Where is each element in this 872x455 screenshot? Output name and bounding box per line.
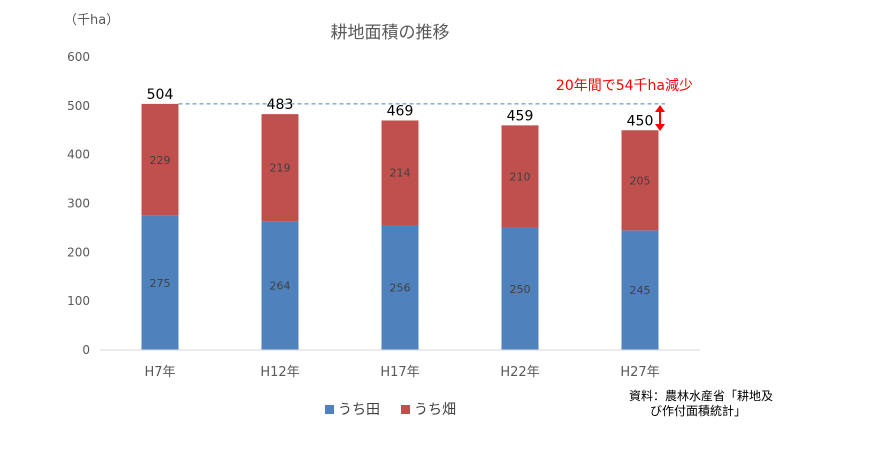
bar-total-label: 459 — [507, 108, 534, 124]
bar-segment-label: 264 — [270, 280, 291, 293]
y-tick-label: 500 — [67, 99, 90, 113]
bar-segment-label: 229 — [150, 154, 171, 167]
bar-total-label: 504 — [147, 87, 174, 103]
bar-segment-label: 250 — [510, 283, 531, 296]
bar-segment-ta — [381, 224, 419, 350]
bar-segment-hata — [381, 120, 419, 225]
y-tick-label: 0 — [82, 343, 90, 357]
bar-segment-label: 245 — [630, 284, 651, 297]
bar-segment-label: 210 — [510, 171, 531, 184]
x-axis: H7年 H12年 H17年 H22年 H27年 — [144, 365, 659, 380]
bar-segment-hata — [621, 130, 659, 231]
legend-label: うち田 — [338, 402, 380, 418]
bar-segment-label: 205 — [630, 174, 651, 187]
bar-total-label: 483 — [267, 97, 294, 113]
x-tick-label: H7年 — [144, 365, 175, 380]
legend-swatch — [325, 405, 334, 414]
unit-label: （千ha） — [64, 13, 119, 28]
x-tick-label: H17年 — [380, 365, 419, 380]
y-axis: 0 100 200 300 400 500 600 — [67, 50, 90, 357]
y-tick-label: 600 — [67, 50, 90, 64]
bar-segment-hata — [141, 103, 179, 216]
bar-segment-ta — [621, 230, 659, 350]
bar-segment-label: 214 — [390, 167, 411, 180]
y-tick-label: 300 — [67, 197, 90, 211]
chart-title: 耕地面積の推移 — [331, 23, 450, 43]
source-line-1: 資料：農林水産省「耕地及 — [629, 388, 773, 403]
legend: うち田 うち畑 — [325, 402, 456, 418]
y-tick-label: 200 — [67, 245, 90, 259]
plot-area: 275 229 504 264 219 483 256 214 469 250 210 459 245 2… — [141, 87, 665, 350]
bar-segment-hata — [501, 125, 539, 228]
x-tick-label: H12年 — [260, 365, 299, 380]
x-tick-label: H22年 — [500, 365, 539, 380]
bar-segment-ta — [141, 215, 179, 350]
annotation-text: 20年間で54千ha減少 — [556, 77, 693, 94]
y-tick-label: 400 — [67, 148, 90, 162]
y-tick-label: 100 — [67, 294, 90, 308]
bar-segment-label: 256 — [390, 281, 411, 294]
bar-total-label: 450 — [627, 113, 654, 129]
difference-arrow — [655, 105, 665, 131]
legend-label: うち畑 — [414, 402, 456, 418]
bar-segment-label: 219 — [270, 162, 291, 175]
source-line-2: び作付面積統計」 — [650, 403, 746, 418]
x-tick-label: H27年 — [620, 365, 659, 380]
bar-segment-label: 275 — [150, 277, 171, 290]
legend-swatch — [401, 405, 410, 414]
bar-segment-ta — [261, 221, 299, 350]
bar-segment-ta — [501, 227, 539, 350]
bar-segment-hata — [261, 114, 299, 222]
bar-total-label: 469 — [387, 103, 414, 119]
